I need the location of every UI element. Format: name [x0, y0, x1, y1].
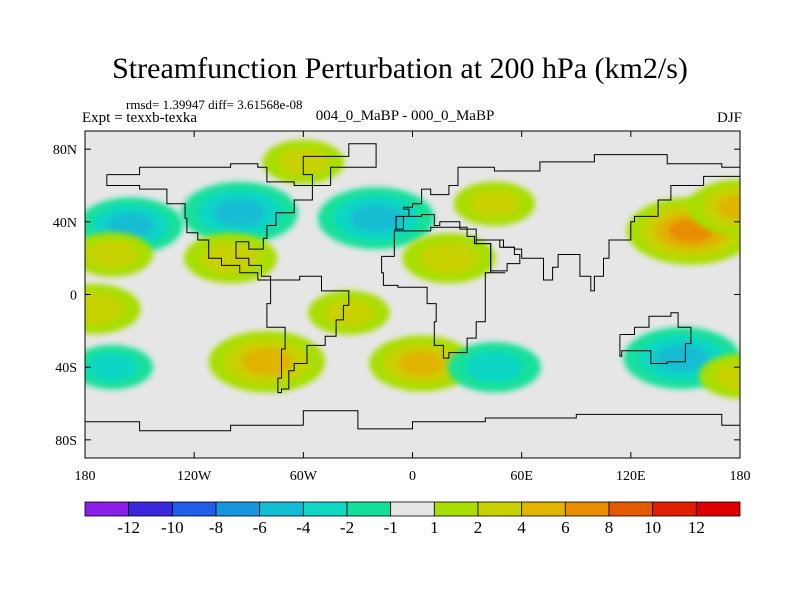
chart-title: Streamfunction Perturbation at 200 hPa (… — [112, 52, 688, 85]
colorbar-label: -2 — [340, 518, 354, 537]
anomaly-15 — [85, 345, 154, 390]
colorbar-box — [433, 501, 479, 517]
anomaly-14 — [447, 342, 541, 393]
anomaly-1 — [687, 179, 740, 236]
axes: 180 120W 60W 0 60E 120E 180 80N 40N 0 40S 80S — [53, 131, 751, 484]
experiment-label: Expt = texxb-texka — [82, 110, 198, 126]
season-label: DJF — [716, 110, 742, 126]
anomaly-9 — [402, 233, 496, 284]
coastline-3 — [381, 226, 506, 359]
anomaly-1-level-2 — [716, 194, 740, 220]
contour-field — [85, 139, 740, 399]
y-tick-label: 40N — [53, 216, 77, 231]
colorbar-label: 1 — [430, 518, 439, 537]
anomaly-4 — [317, 187, 435, 250]
map-background — [85, 131, 740, 458]
anomaly-4-level-2 — [350, 204, 402, 232]
coastline-7 — [85, 410, 740, 432]
colorbar-label: -6 — [253, 518, 267, 537]
anomaly-13 — [623, 327, 740, 389]
x-tick-label: 60E — [510, 469, 533, 484]
comparison-label: 004_0_MaBP - 000_0_MaBP — [315, 108, 495, 124]
colorbar-box — [302, 501, 348, 517]
anomaly-13-level-2 — [655, 344, 708, 372]
colorbar-box — [84, 501, 130, 517]
colorbar-box — [346, 501, 392, 517]
y-tick-label: 40S — [55, 361, 77, 376]
colorbar-box — [390, 501, 435, 517]
stats-label: rmsd= 1.39947 diff= 3.61568e-08 — [126, 97, 303, 112]
colorbar-label: -1 — [384, 518, 398, 537]
colorbar: -12 -10 -8 -6 -4 -2 -1 1 2 4 6 8 10 12 — [84, 501, 741, 537]
anomaly-9-level-1 — [420, 242, 478, 274]
coastline-1 — [266, 275, 350, 394]
colorbar-label: 6 — [561, 518, 570, 537]
x-tick-label: 0 — [409, 469, 416, 484]
coastline-5 — [475, 239, 521, 272]
coastlines — [85, 143, 740, 432]
colorbar-box — [521, 501, 566, 517]
x-tick-label: 60W — [290, 469, 318, 484]
colorbar-box — [695, 501, 741, 517]
anomaly-5 — [453, 181, 536, 226]
y-tick-label: 80N — [53, 143, 77, 158]
colorbar-label: 2 — [474, 518, 483, 537]
colorbar-box — [608, 501, 654, 517]
anomaly-3-level-2 — [213, 199, 266, 227]
anomaly-5-level-1 — [469, 190, 520, 218]
anomaly-7-level-1 — [87, 240, 138, 269]
colorbar-box — [171, 501, 217, 517]
anomaly-14-level-1 — [465, 351, 524, 383]
x-tick-label: 180 — [730, 469, 751, 484]
anomaly-12-level-2 — [398, 351, 445, 376]
anomaly-8 — [183, 233, 278, 284]
anomaly-12 — [369, 335, 474, 392]
colorbar-label: -10 — [161, 518, 184, 537]
colorbar-box — [564, 501, 610, 517]
anomaly-10-level-1 — [85, 293, 123, 325]
y-tick-label: 0 — [70, 289, 77, 304]
colorbar-box — [652, 501, 697, 517]
colorbar-box — [477, 501, 523, 517]
colorbar-label: -8 — [209, 518, 223, 537]
x-tick-label: 120E — [616, 469, 646, 484]
anomaly-17-level-1 — [714, 362, 740, 390]
colorbar-label: 4 — [517, 518, 526, 537]
x-tick-label: 180 — [75, 469, 96, 484]
coastline-6 — [619, 312, 692, 364]
y-tick-label: 80S — [55, 434, 77, 449]
anomaly-7 — [85, 232, 154, 277]
anomaly-15-level-1 — [87, 353, 138, 381]
anomaly-2-level-2 — [107, 213, 154, 238]
colorbar-label: -12 — [117, 518, 140, 537]
colorbar-label: 10 — [644, 518, 661, 537]
colorbar-label: -4 — [296, 518, 311, 537]
colorbar-box — [128, 501, 173, 517]
anomaly-11 — [208, 330, 326, 393]
anomaly-8-level-1 — [201, 242, 260, 274]
coastline-0 — [106, 163, 313, 281]
coastline-2 — [302, 143, 377, 186]
colorbar-label: 12 — [688, 518, 705, 537]
colorbar-label: 8 — [605, 518, 614, 537]
colorbar-box — [259, 501, 304, 517]
x-tick-label: 120W — [177, 469, 212, 484]
anomaly-10 — [85, 283, 141, 335]
colorbar-box — [215, 501, 261, 517]
anomaly-17 — [699, 354, 740, 399]
anomaly-3 — [181, 181, 298, 244]
coastline-4 — [394, 154, 740, 292]
anomaly-11-level-2 — [241, 347, 293, 376]
